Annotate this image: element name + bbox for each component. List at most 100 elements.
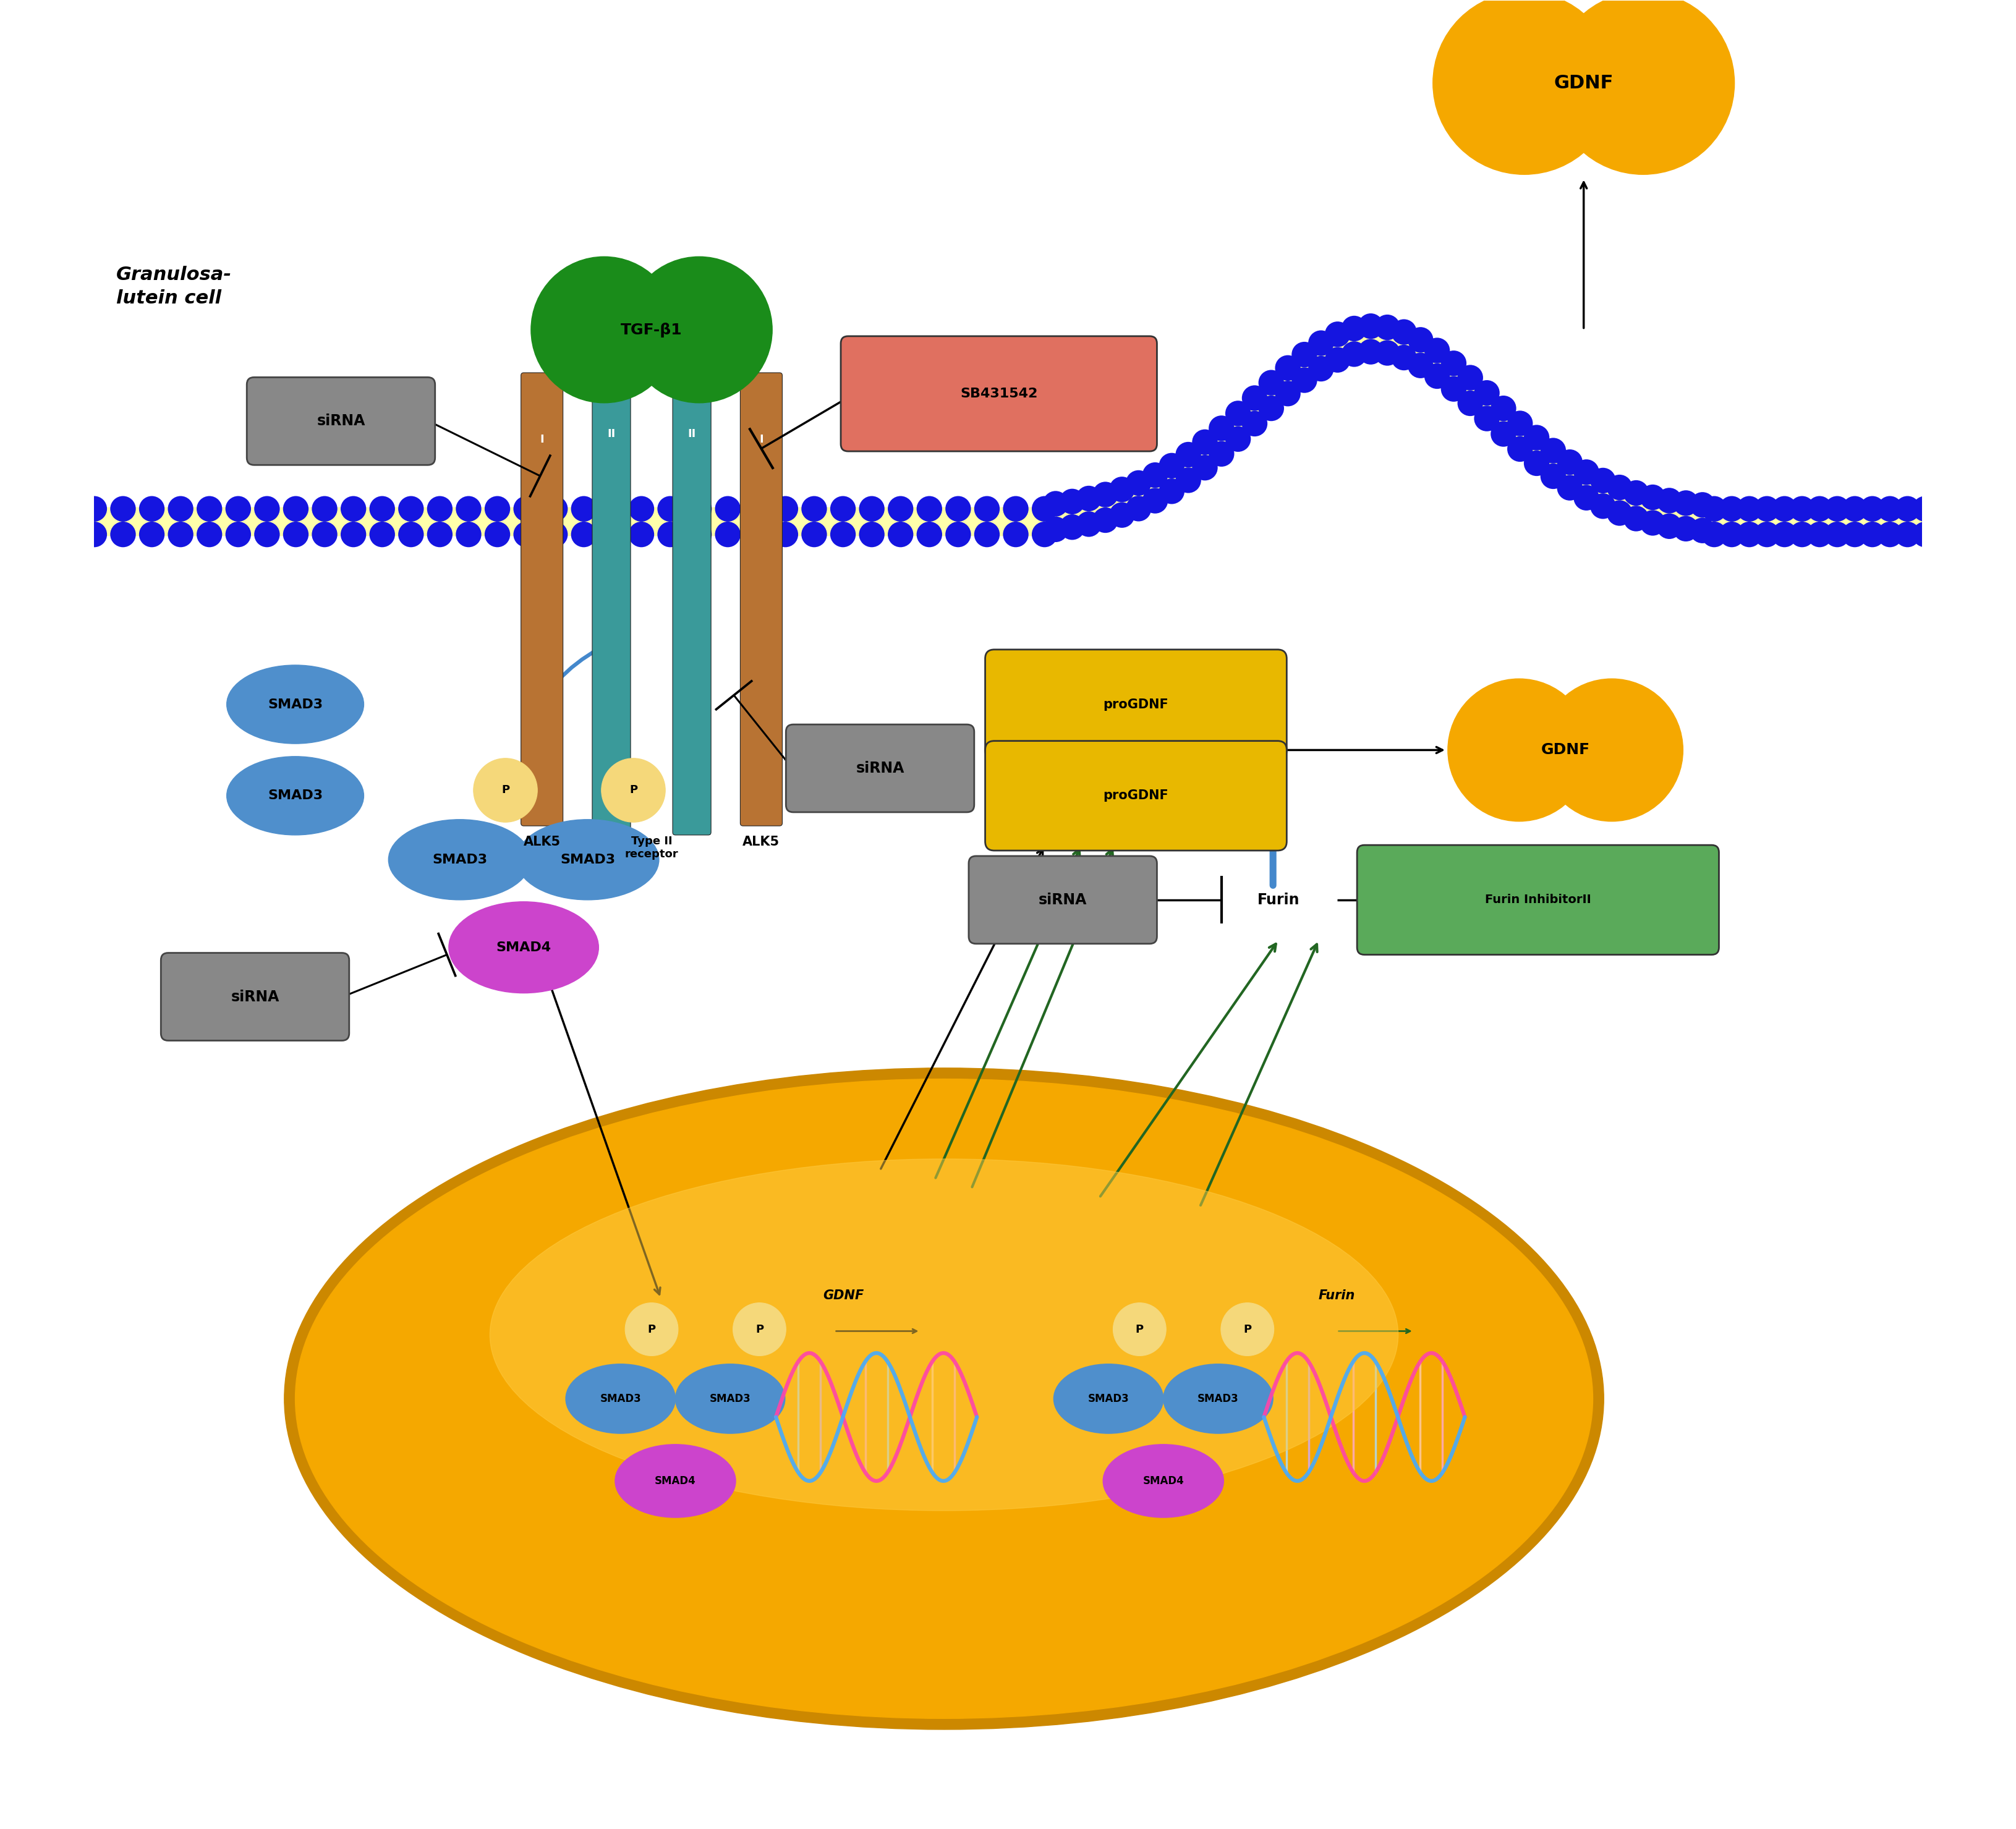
Circle shape	[1736, 496, 1762, 521]
Circle shape	[1407, 353, 1433, 379]
Text: siRNA: siRNA	[1038, 893, 1087, 907]
Text: SMAD3: SMAD3	[268, 699, 323, 710]
Circle shape	[312, 521, 337, 547]
Text: siRNA: siRNA	[317, 413, 365, 428]
Circle shape	[1458, 390, 1484, 415]
Circle shape	[1042, 516, 1068, 541]
Circle shape	[974, 521, 1000, 547]
Circle shape	[1824, 496, 1851, 521]
Text: SMAD3: SMAD3	[268, 790, 323, 801]
Circle shape	[1058, 488, 1085, 514]
Circle shape	[1754, 496, 1780, 521]
Circle shape	[1032, 496, 1056, 521]
Text: II: II	[687, 428, 696, 439]
Ellipse shape	[1054, 1364, 1163, 1434]
Circle shape	[1425, 364, 1450, 390]
Circle shape	[341, 496, 367, 521]
Circle shape	[1125, 496, 1151, 521]
Ellipse shape	[675, 1364, 784, 1434]
FancyBboxPatch shape	[986, 649, 1286, 759]
Circle shape	[1877, 496, 1903, 521]
Circle shape	[312, 496, 337, 521]
Circle shape	[1607, 501, 1633, 525]
Circle shape	[1447, 679, 1591, 821]
Text: ALK5: ALK5	[524, 836, 560, 849]
Circle shape	[1790, 496, 1814, 521]
Text: ALK5: ALK5	[742, 836, 780, 849]
Circle shape	[1004, 521, 1028, 547]
Circle shape	[734, 1302, 786, 1355]
Circle shape	[627, 256, 772, 402]
Ellipse shape	[226, 757, 363, 836]
Circle shape	[1458, 366, 1484, 390]
Circle shape	[1109, 503, 1135, 529]
Circle shape	[167, 496, 194, 521]
Text: P: P	[1135, 1324, 1143, 1335]
Circle shape	[167, 521, 194, 547]
Circle shape	[1125, 470, 1151, 496]
Circle shape	[772, 521, 798, 547]
Circle shape	[1556, 476, 1583, 501]
Text: SMAD3: SMAD3	[710, 1394, 750, 1405]
Circle shape	[282, 496, 308, 521]
Circle shape	[1308, 331, 1335, 357]
Circle shape	[81, 521, 107, 547]
Circle shape	[1175, 443, 1202, 468]
Circle shape	[1359, 313, 1383, 338]
Circle shape	[1258, 369, 1284, 395]
Circle shape	[1552, 0, 1734, 174]
Circle shape	[1702, 521, 1728, 547]
Circle shape	[887, 496, 913, 521]
Circle shape	[716, 496, 740, 521]
Circle shape	[1843, 496, 1867, 521]
Circle shape	[946, 521, 972, 547]
Circle shape	[1341, 342, 1367, 368]
Text: P: P	[502, 785, 510, 796]
Circle shape	[226, 521, 252, 547]
Circle shape	[1720, 496, 1744, 521]
Circle shape	[456, 496, 482, 521]
Circle shape	[859, 496, 885, 521]
Circle shape	[1623, 507, 1649, 532]
Circle shape	[1077, 487, 1101, 512]
Circle shape	[1222, 1302, 1274, 1355]
Circle shape	[887, 521, 913, 547]
Circle shape	[1754, 521, 1780, 547]
Text: proGDNF: proGDNF	[1103, 699, 1169, 710]
Circle shape	[1093, 507, 1119, 532]
Circle shape	[1824, 521, 1851, 547]
Circle shape	[802, 521, 827, 547]
Circle shape	[1058, 514, 1085, 540]
Ellipse shape	[490, 1160, 1399, 1511]
Circle shape	[1524, 450, 1550, 476]
Circle shape	[139, 521, 165, 547]
Circle shape	[514, 521, 538, 547]
Circle shape	[571, 521, 597, 547]
Circle shape	[1859, 521, 1885, 547]
Circle shape	[81, 496, 107, 521]
Circle shape	[1790, 521, 1814, 547]
Text: Furin: Furin	[1318, 1289, 1355, 1302]
Circle shape	[1274, 355, 1300, 380]
Circle shape	[1490, 395, 1516, 421]
Circle shape	[1895, 496, 1921, 521]
Circle shape	[1210, 415, 1234, 441]
Circle shape	[542, 521, 569, 547]
Circle shape	[744, 521, 770, 547]
Circle shape	[542, 496, 569, 521]
Circle shape	[1109, 477, 1135, 503]
Circle shape	[831, 496, 855, 521]
Text: GDNF: GDNF	[1554, 75, 1613, 91]
Text: SMAD3: SMAD3	[560, 854, 615, 865]
FancyBboxPatch shape	[246, 377, 435, 465]
Circle shape	[917, 521, 941, 547]
Ellipse shape	[1103, 1445, 1224, 1518]
Circle shape	[601, 496, 625, 521]
Circle shape	[1226, 401, 1250, 426]
Text: Granulosa-
lutein cell: Granulosa- lutein cell	[117, 265, 232, 307]
Circle shape	[1341, 316, 1367, 342]
Text: SMAD3: SMAD3	[431, 854, 488, 865]
Circle shape	[254, 496, 280, 521]
Circle shape	[1772, 496, 1798, 521]
Circle shape	[198, 496, 222, 521]
